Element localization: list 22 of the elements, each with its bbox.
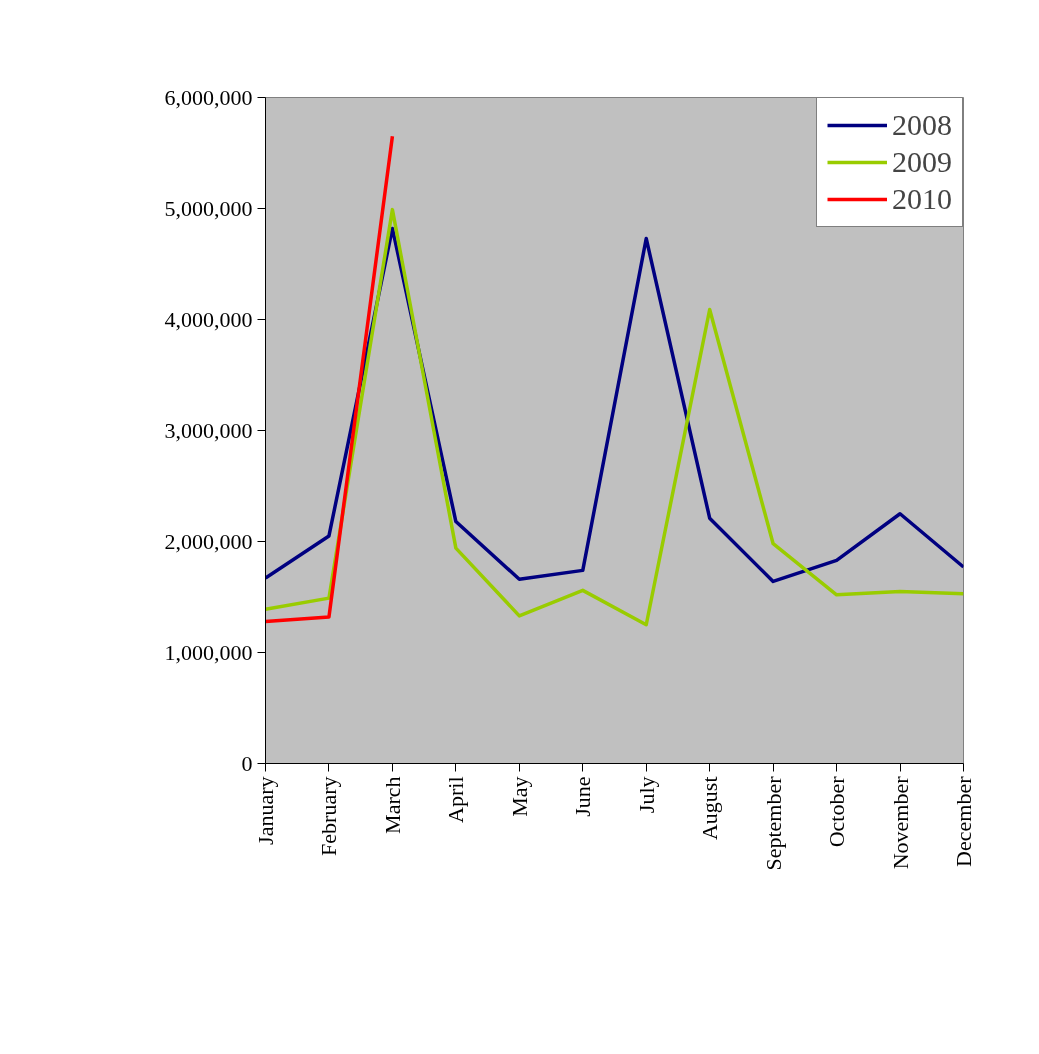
y-tick-label: 3,000,000 [164, 417, 253, 443]
y-tick-label: 1,000,000 [164, 639, 253, 665]
x-tick-label: March [379, 776, 405, 834]
x-tick-label: November [887, 775, 913, 870]
legend-label: 2008 [892, 108, 952, 142]
x-tick-label: May [506, 776, 532, 817]
y-tick-label: 2,000,000 [164, 528, 253, 554]
x-tick-label: June [570, 776, 596, 817]
x-tick-label: September [760, 775, 786, 871]
legend-label: 2009 [892, 145, 952, 179]
y-tick-label: 5,000,000 [164, 195, 253, 221]
legend-label: 2010 [892, 182, 952, 216]
x-tick-label: December [951, 775, 976, 867]
y-tick-label: 6,000,000 [164, 84, 253, 110]
y-tick-label: 0 [241, 750, 253, 776]
x-tick-label: February [316, 776, 342, 856]
x-tick-label: August [697, 776, 723, 841]
y-tick-label: 4,000,000 [164, 306, 253, 332]
x-tick-label: October [824, 775, 850, 848]
x-tick-label: January [253, 776, 278, 845]
x-tick-label: April [443, 776, 469, 823]
x-tick-label: July [633, 776, 659, 814]
